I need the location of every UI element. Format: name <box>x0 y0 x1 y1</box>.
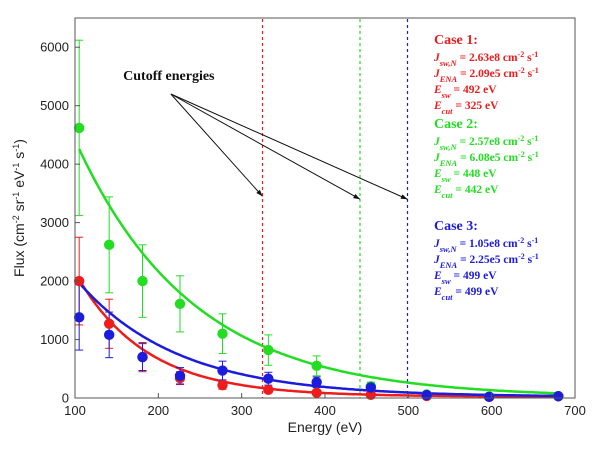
data-point <box>311 387 322 398</box>
case-row: Esw = 448 eV <box>433 168 497 184</box>
data-point <box>73 312 85 323</box>
y-axis-ticks: 0 1000 2000 3000 4000 5000 6000 <box>40 40 80 406</box>
case-row: Ecut = 325 eV <box>433 100 499 116</box>
arrow-head <box>353 193 360 200</box>
x-tick-label: 200 <box>147 403 169 418</box>
data-point <box>217 379 228 391</box>
annotation-arrow <box>170 93 361 200</box>
y-tick-label: 2000 <box>40 274 69 289</box>
case-row: Jsw,N = 2.57e8 cm-2 s-1 <box>433 134 538 153</box>
arrow-head <box>256 189 263 197</box>
data-point <box>483 391 495 403</box>
x-tick-label: 400 <box>314 403 336 418</box>
data-point <box>365 389 377 400</box>
data-point <box>311 360 322 372</box>
data-point <box>263 384 274 396</box>
data-point <box>421 389 432 401</box>
cutoff-lines <box>261 19 409 398</box>
data-point <box>174 370 186 381</box>
x-tick-label: 600 <box>481 403 503 418</box>
data-point <box>217 328 228 339</box>
case-row: Ecut = 499 eV <box>433 286 499 302</box>
case-row: JENA = 6.08e5 cm-2 s-1 <box>433 150 539 169</box>
y-tick-label: 4000 <box>40 157 69 172</box>
x-tick-label: 300 <box>231 403 253 418</box>
case-row: Jsw,N = 2.63e8 cm-2 s-1 <box>433 50 538 69</box>
data-point <box>365 382 377 393</box>
y-tick-label: 5000 <box>40 98 69 113</box>
y-tick-label: 1000 <box>40 332 69 347</box>
case-row: Ecut = 442 eV <box>433 184 499 200</box>
x-tick-label: 100 <box>64 403 86 418</box>
data-point <box>263 373 274 384</box>
case-row: Esw = 492 eV <box>433 84 497 100</box>
case-row: Jsw,N = 1.05e8 cm-2 s-1 <box>433 236 538 255</box>
x-tick-label: 700 <box>564 403 586 418</box>
data-point <box>217 365 228 376</box>
annotation-arrow <box>170 93 408 200</box>
annotation-arrow <box>170 93 263 197</box>
x-axis-ticks: 100 200 300 400 500 600 700 <box>64 393 586 418</box>
x-axis-label: Energy (eV) <box>288 419 363 435</box>
cutoff-annotation: Cutoff energies <box>123 69 408 200</box>
data-point <box>73 122 85 134</box>
data-point <box>103 239 115 251</box>
data-point <box>137 275 148 287</box>
data-point <box>174 298 186 310</box>
case-title: Case 2: <box>434 117 478 132</box>
case-row: JENA = 2.09e5 cm-2 s-1 <box>433 66 539 85</box>
data-point <box>553 391 564 402</box>
annotation-text: Cutoff energies <box>123 69 215 84</box>
data-point <box>311 377 322 388</box>
x-tick-label: 500 <box>397 403 419 418</box>
case-row: Esw = 499 eV <box>433 270 497 286</box>
data-point <box>263 344 274 356</box>
y-tick-label: 6000 <box>40 40 69 55</box>
y-axis-label: Flux (cm-2 sr-1 eV-1 s-1) <box>11 139 27 277</box>
y-tick-label: 0 <box>62 391 69 406</box>
data-point <box>103 318 115 329</box>
data-point <box>103 329 115 341</box>
arrow-head <box>400 194 408 200</box>
case-row: JENA = 2.25e5 cm-2 s-1 <box>433 252 539 271</box>
data-point <box>137 351 148 363</box>
data-points <box>73 122 564 403</box>
case-title: Case 1: <box>434 33 478 48</box>
case-title: Case 3: <box>434 219 478 234</box>
y-tick-label: 3000 <box>40 215 69 230</box>
